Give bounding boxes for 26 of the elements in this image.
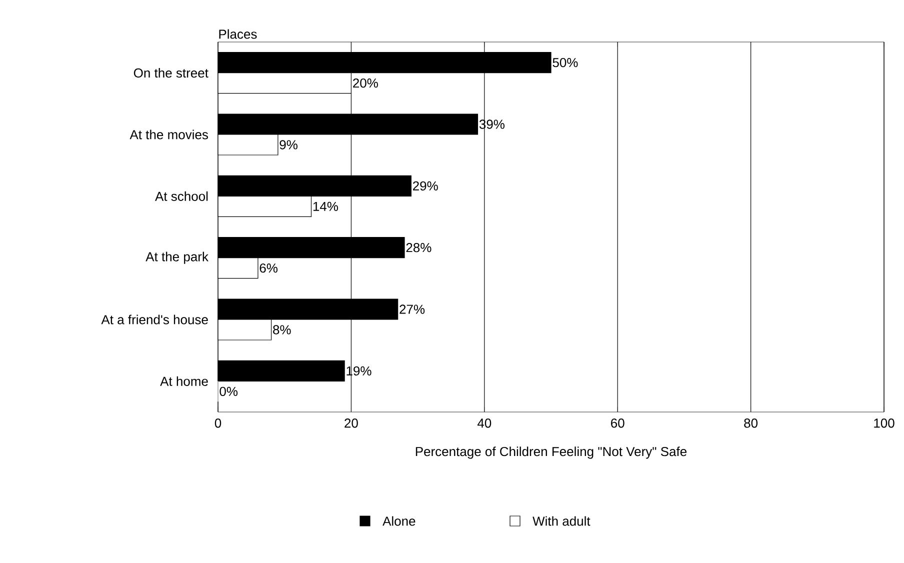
- y-tick-label: At a friend's house: [101, 314, 208, 324]
- x-axis-title: Percentage of Children Feeling "Not Very" Safe: [416, 446, 687, 459]
- x-tick-label: 20: [344, 418, 358, 428]
- y-tick-label: At the movies: [130, 130, 208, 140]
- x-tick-label: 60: [611, 418, 624, 428]
- data-label: 20%: [353, 78, 378, 88]
- data-label: 50%: [552, 58, 578, 68]
- data-label: 29%: [413, 181, 438, 191]
- y-tick-label: At the park: [146, 252, 208, 264]
- y-tick-label: At school: [155, 191, 208, 201]
- x-tick-label: 80: [744, 418, 758, 428]
- data-label: 27%: [400, 304, 425, 314]
- data-label: 28%: [406, 242, 432, 252]
- x-tick-label: 0: [214, 418, 222, 428]
- y-axis-title: Places: [219, 29, 257, 39]
- data-label: 9%: [280, 140, 298, 150]
- data-label: 0%: [220, 386, 238, 396]
- data-label: 8%: [273, 325, 291, 334]
- data-label: 6%: [260, 263, 278, 273]
- x-tick-label: 100: [874, 418, 894, 428]
- x-tick-label: 40: [477, 418, 492, 428]
- y-tick-label: At home: [160, 376, 208, 386]
- data-label: 14%: [313, 202, 338, 211]
- legend-label: With adult: [532, 516, 590, 526]
- legend-label: Alone: [382, 516, 416, 526]
- y-tick-label: On the street: [134, 68, 208, 78]
